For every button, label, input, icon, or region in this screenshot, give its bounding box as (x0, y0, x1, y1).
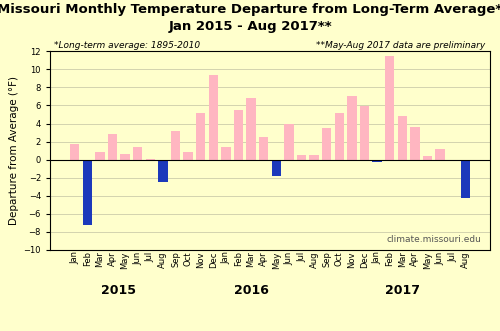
Bar (184, 152, 193, 160)
Bar (347, 96, 356, 160)
Bar (436, 149, 445, 160)
Text: **May-Aug 2017 data are preliminary: **May-Aug 2017 data are preliminary (316, 41, 486, 50)
Bar (95, 152, 104, 160)
Y-axis label: Departure from Average (°F): Departure from Average (°F) (10, 76, 20, 225)
Text: *Long-term average: 1895-2010: *Long-term average: 1895-2010 (54, 41, 201, 50)
Bar (360, 106, 369, 160)
Text: 2017: 2017 (385, 284, 420, 297)
Bar (259, 137, 268, 160)
Bar (234, 110, 243, 160)
Bar (310, 155, 319, 160)
Bar (334, 113, 344, 160)
Bar (196, 113, 205, 160)
Text: 2016: 2016 (234, 284, 268, 297)
Bar (146, 159, 155, 160)
Text: Missouri Monthly Temperature Departure from Long-Term Average*
Jan 2015 - Aug 20: Missouri Monthly Temperature Departure f… (0, 3, 500, 33)
Bar (372, 160, 382, 162)
Text: 2015: 2015 (102, 284, 136, 297)
Bar (385, 56, 394, 160)
Bar (120, 154, 130, 160)
Text: climate.missouri.edu: climate.missouri.edu (386, 235, 481, 244)
Bar (410, 127, 420, 160)
Bar (284, 124, 294, 160)
Bar (82, 160, 92, 225)
Bar (108, 134, 117, 160)
Bar (297, 155, 306, 160)
Bar (448, 160, 458, 161)
Bar (460, 160, 470, 198)
Bar (398, 116, 407, 160)
Bar (70, 144, 80, 160)
Bar (221, 147, 230, 160)
Bar (322, 128, 332, 160)
Bar (171, 131, 180, 160)
Bar (246, 98, 256, 160)
Bar (423, 156, 432, 160)
Bar (158, 160, 168, 182)
Bar (208, 75, 218, 160)
Bar (272, 160, 281, 176)
Bar (133, 147, 142, 160)
